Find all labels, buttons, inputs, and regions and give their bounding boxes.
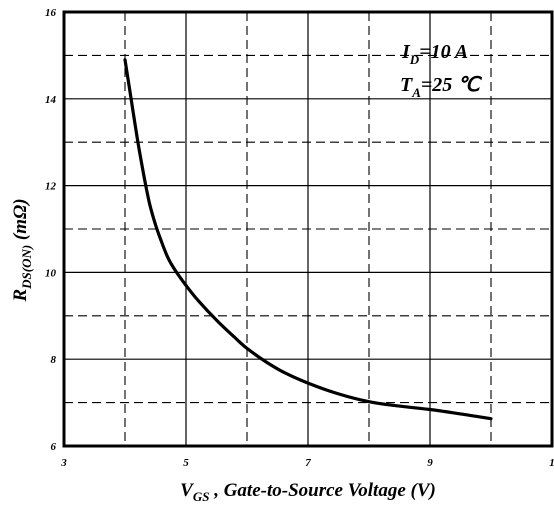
x-tick-label-0: 3: [60, 457, 67, 469]
y-tick-label-8: 8: [51, 354, 57, 366]
series-line-0: [123, 58, 493, 421]
x-axis-title-sub: GS: [193, 489, 210, 504]
y-tick-label-16: 16: [45, 7, 57, 19]
y-axis-title-main: R: [10, 289, 31, 303]
x-tick-label-1: 5: [183, 457, 189, 469]
annotation-ambient-temperature: TA=25 ℃: [400, 74, 482, 100]
annotation-drain-current-rest: =10 A: [419, 41, 468, 63]
x-tick-label-2: 7: [305, 457, 311, 469]
y-tick-label-14: 14: [45, 94, 57, 106]
y-axis-title-sub: DS(ON): [19, 245, 34, 290]
annotation-drain-current-main: I: [401, 41, 411, 63]
y-axis-title-rest: (mΩ): [10, 198, 31, 244]
x-axis-title-main: V: [180, 480, 194, 501]
annotation-drain-current: ID=10 A: [401, 41, 468, 67]
annotation-ambient-temperature-sub: A: [411, 85, 421, 100]
y-tick-label-12: 12: [45, 181, 57, 193]
series-layer: [123, 58, 493, 421]
y-axis-title: RDS(ON) (mΩ): [10, 198, 34, 302]
x-tick-label-4: 1: [549, 457, 554, 469]
y-tick-label-10: 10: [45, 267, 57, 279]
tick-labels: 6 8 10 12 14 16 3 5 7 9 1: [45, 7, 554, 469]
annotation-ambient-temperature-rest: =25 ℃: [421, 74, 482, 96]
plot-frame: [62, 10, 554, 448]
annotation-ambient-temperature-main: T: [400, 74, 413, 96]
x-axis-title: VGS , Gate-to-Source Voltage (V): [180, 480, 436, 504]
x-axis-title-rest: , Gate-to-Source Voltage (V): [209, 480, 435, 501]
annotation-drain-current-sub: D: [409, 52, 420, 67]
x-tick-label-3: 9: [427, 457, 433, 469]
y-tick-label-6: 6: [51, 441, 57, 453]
